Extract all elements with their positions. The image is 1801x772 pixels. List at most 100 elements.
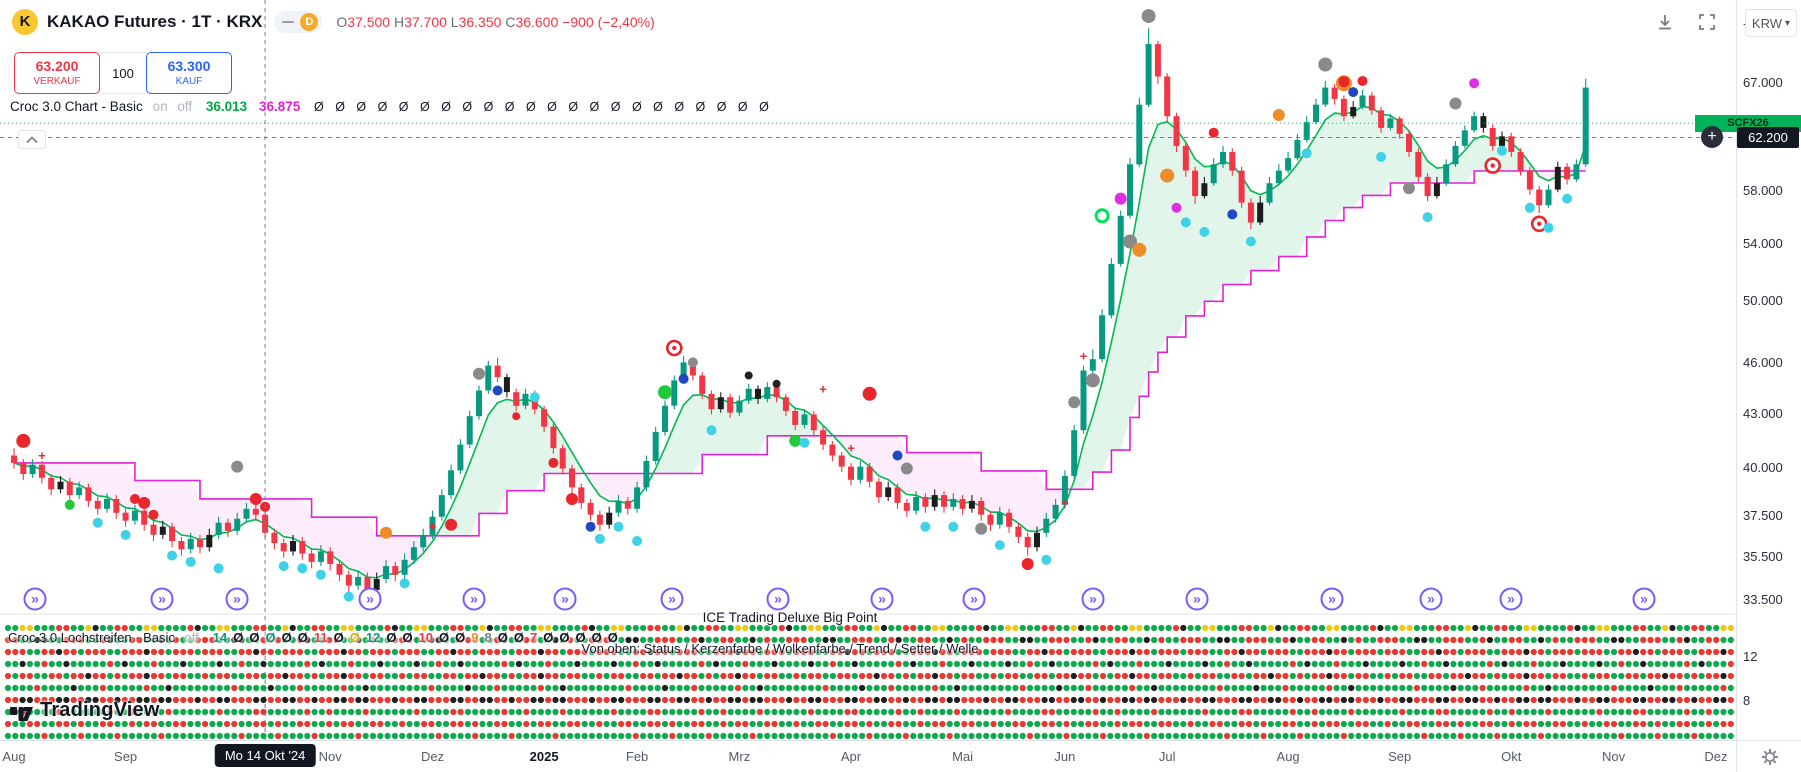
buy-button[interactable]: 63.300 KAUF [146,52,232,94]
indicator-legend-tape[interactable]: Croc 3.0 Lochstreifen · Basic off 14 Ø Ø Ø Ø Ø… [8,630,618,645]
indicator-value-green: 36.013 [205,99,248,114]
axis-settings-corner[interactable] [1736,741,1801,772]
svg-text:+: + [429,519,437,534]
currency-label: KRW [1751,15,1783,31]
time-axis-month: Feb [625,749,649,764]
svg-text:»: » [1328,591,1336,607]
indicator-value: 9 [471,630,479,645]
svg-text:»: » [1640,591,1648,607]
price-tick: 46.000 [1743,355,1783,371]
sell-price: 63.200 [35,58,79,74]
low-label: L [450,14,459,30]
time-axis-month: Sep [114,749,138,764]
ohlc-readout: O37.500 H37.700 L36.350 C36.600 −900 (−2… [336,14,654,30]
crosshair-price-label: 62.200 [1737,126,1799,148]
price-tick: 50.000 [1743,293,1783,309]
symbol-title[interactable]: KAKAO Futures · 1T · KRX [47,12,263,31]
price-tick: 33.500 [1743,591,1783,607]
time-axis-month: Aug [2,749,26,764]
signal-markers: + + + + + + [16,9,1573,609]
price-axis[interactable]: 72.00067.00058.00054.00050.00046.00043.0… [1736,0,1801,740]
gear-icon[interactable] [1761,748,1779,766]
indicator-value: Ø [543,630,554,645]
indicator-name[interactable]: Croc 3.0 Chart - Basic [10,99,143,114]
dash-icon [282,21,295,23]
price-tick: 40.000 [1743,459,1783,475]
buy-price: 63.300 [167,58,211,74]
indicator-name[interactable]: Croc 3.0 Lochstreifen · Basic [8,630,175,645]
indicator-value: Ø [297,630,308,645]
indicator-value: Ø [233,630,244,645]
tradingview-watermark: TradingView [10,698,160,722]
chart-header: K KAKAO Futures · 1T · KRX D O37.500 H37… [0,0,1735,44]
indicator-value: Ø [333,630,344,645]
session-arrows: » » » » » » » » » » » » » » » » [23,587,1656,611]
indicator-off-toggle[interactable]: off [184,630,199,645]
svg-text:»: » [366,591,374,607]
indicator-value: 8 [484,630,492,645]
time-axis-month: Okt [1501,749,1522,764]
svg-text:+: + [819,381,827,396]
indicator-value-magenta: 36.875 [258,99,301,114]
indicator-on-toggle[interactable]: on [152,99,168,114]
svg-text:»: » [774,591,782,607]
indicator-value: Ø [513,630,524,645]
indicator-value: Ø [249,630,260,645]
indicator-value: Ø [349,630,360,645]
indicator-value: Ø [575,630,586,645]
indicator-value: Ø [281,630,292,645]
svg-text:»: » [1193,591,1201,607]
indicator-value: 7 [530,630,538,645]
fullscreen-icon[interactable] [1693,8,1721,36]
svg-text:»: » [668,591,676,607]
indicator-empty-values: Ø Ø Ø Ø Ø Ø Ø Ø Ø Ø Ø Ø Ø Ø Ø Ø Ø Ø Ø Ø … [314,100,773,114]
price-tick: 37.500 [1743,507,1783,523]
lower-pane-tick: 8 [1743,693,1751,708]
svg-text:»: » [970,591,978,607]
interval-pill[interactable]: D [274,11,323,33]
add-alert-plus-button[interactable]: + [1701,126,1723,149]
time-axis-month: Jul [1158,749,1176,764]
quantity-field[interactable]: 100 [100,52,146,94]
svg-text:»: » [1089,591,1097,607]
indicator-value: Ø [497,630,508,645]
indicator-legend-main[interactable]: Croc 3.0 Chart - Basic on off 36.013 36.… [10,99,773,114]
indicator-value: Ø [559,630,570,645]
svg-text:»: » [470,591,478,607]
time-axis-month: Dez [1704,749,1728,764]
header-toolbar [1651,8,1721,36]
indicator-off-toggle[interactable]: off [177,99,193,114]
time-axis-month: Dez [420,749,445,764]
time-axis-month: Mai [952,749,974,764]
lower-pane-tick: 12 [1743,649,1758,664]
symbol-logo[interactable]: K [12,9,38,35]
svg-text:+: + [38,448,46,463]
time-axis-month: Aug [1276,749,1300,764]
indicator-cloud [13,105,1587,579]
tradingview-wordmark: TradingView [40,698,160,721]
svg-text:»: » [878,591,886,607]
time-axis[interactable]: Mo 14 Okt '24 Aug Sep Okt Nov Dez 2025 Feb Mrz A… [0,740,1801,772]
currency-dropdown[interactable]: KRW ▾ [1745,9,1797,37]
indicator-value: Ø [455,630,466,645]
price-tick: 67.000 [1743,75,1783,91]
crosshair-date-tooltip: Mo 14 Okt '24 [214,744,316,767]
open-value: 37.500 [347,14,391,30]
indicator-value: 11 [313,630,328,645]
close-value: 36.600 [515,14,559,30]
price-tick: 54.000 [1743,235,1783,251]
price-tick: 35.500 [1743,548,1783,564]
time-axis-month: 2025 [529,749,559,764]
low-value: 36.350 [458,14,502,30]
buy-label: KAUF [175,76,203,87]
pane-collapse-button[interactable] [18,130,46,149]
interval-badge[interactable]: D [300,13,319,31]
high-value: 37.700 [404,14,447,30]
download-icon[interactable] [1651,8,1679,36]
sell-button[interactable]: 63.200 VERKAUF [14,52,100,94]
tradingview-logo-icon [10,707,33,721]
svg-text:»: » [233,591,241,607]
tape-dots [4,624,1734,740]
